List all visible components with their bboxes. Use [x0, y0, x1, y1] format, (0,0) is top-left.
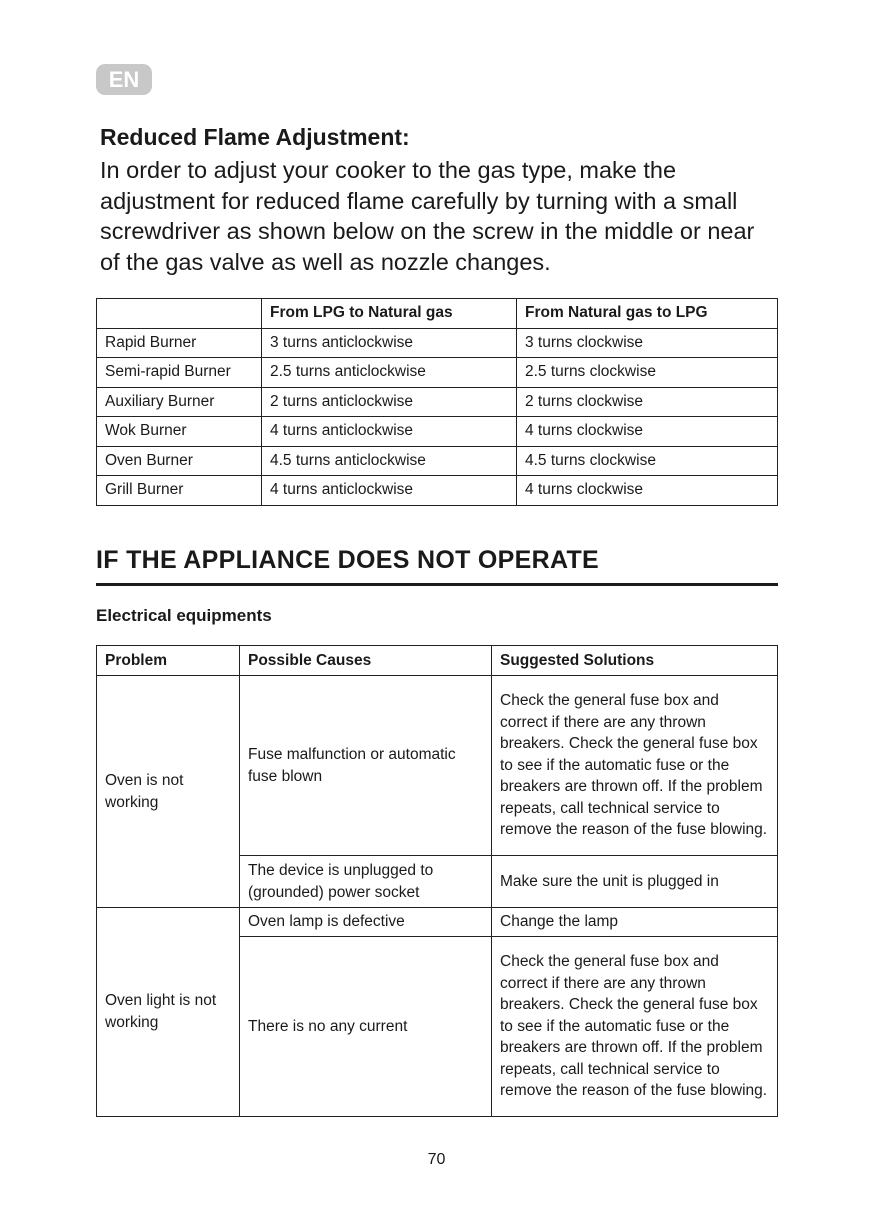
table-row: Grill Burner 4 turns anticlockwise 4 turns… — [96, 475, 778, 506]
problem-cell: Oven light is not working — [96, 907, 240, 1117]
page-number: 70 — [427, 1151, 446, 1168]
cause-cell: There is no any current — [239, 936, 492, 1117]
table-row: Rapid Burner 3 turns anticlockwise 3 turns… — [96, 327, 778, 358]
header-cell: Possible Causes — [239, 645, 492, 676]
cause-cell: Oven lamp is defective — [239, 907, 492, 937]
cell: 2.5 turns clockwise — [516, 357, 778, 388]
table-row: Auxiliary Burner 2 turns anticlockwise 2 t… — [96, 386, 778, 417]
divider — [96, 583, 778, 586]
table-header-row: Problem Possible Causes Suggested Soluti… — [96, 645, 778, 676]
troubleshooting-title: IF THE APPLIANCE DOES NOT OPERATE — [96, 546, 599, 574]
cell: 3 turns clockwise — [516, 327, 778, 358]
table-row: There is no any current Check the genera… — [97, 936, 778, 1117]
table-row: Semi-rapid Burner 2.5 turns anticlockwise… — [96, 357, 778, 388]
cell: 4 turns clockwise — [516, 475, 778, 506]
table-header-row: From LPG to Natural gas From Natural gas… — [96, 298, 778, 329]
header-cell — [96, 298, 262, 329]
gas-adjustment-table: From LPG to Natural gas From Natural gas… — [96, 298, 778, 506]
cell: 2 turns clockwise — [516, 386, 778, 417]
table-row: Oven is not working Fuse malfunction or … — [96, 675, 778, 908]
burner-cell: Oven Burner — [96, 445, 262, 476]
solution-cell: Make sure the unit is plugged in — [491, 855, 778, 908]
cell: 4.5 turns anticlockwise — [261, 445, 517, 476]
table-row: Oven Burner 4.5 turns anticlockwise 4.5 tu… — [96, 445, 778, 476]
header-cell: From LPG to Natural gas — [261, 298, 517, 329]
cell: 2 turns anticlockwise — [261, 386, 517, 417]
table-row: The device is unplugged to (grounded) po… — [97, 855, 778, 908]
header-cell: Suggested Solutions — [491, 645, 778, 676]
section-text: In order to adjust your cooker to the ga… — [100, 157, 755, 275]
solution-cell: Check the general fuse box and correct i… — [491, 936, 778, 1117]
burner-cell: Grill Burner — [96, 475, 262, 506]
cell: 4 turns anticlockwise — [261, 475, 517, 506]
table-row: Oven light is not working Oven lamp is d… — [96, 907, 778, 1117]
cause-cell: Fuse malfunction or automatic fuse blown — [239, 675, 492, 856]
cell: 2.5 turns anticlockwise — [261, 357, 517, 388]
solution-cell: Check the general fuse box and correct i… — [491, 675, 778, 856]
problem-cell: Oven is not working — [96, 675, 240, 908]
header-cell: From Natural gas to LPG — [516, 298, 778, 329]
cell: 4.5 turns clockwise — [516, 445, 778, 476]
burner-cell: Wok Burner — [96, 416, 262, 447]
language-badge: EN — [96, 64, 152, 95]
cell: 4 turns anticlockwise — [261, 416, 517, 447]
solution-cell: Change the lamp — [491, 907, 778, 937]
burner-cell: Auxiliary Burner — [96, 386, 262, 417]
section-title: Reduced Flame Adjustment: — [100, 124, 410, 150]
cell: 4 turns clockwise — [516, 416, 778, 447]
header-cell: Problem — [96, 645, 240, 676]
burner-cell: Rapid Burner — [96, 327, 262, 358]
cause-cell: The device is unplugged to (grounded) po… — [239, 855, 492, 908]
cell: 3 turns anticlockwise — [261, 327, 517, 358]
subsection-title: Electrical equipments — [96, 606, 272, 625]
table-row: Wok Burner 4 turns anticlockwise 4 turns c… — [96, 416, 778, 447]
burner-cell: Semi-rapid Burner — [96, 357, 262, 388]
troubleshooting-table: Problem Possible Causes Suggested Soluti… — [96, 645, 778, 1117]
